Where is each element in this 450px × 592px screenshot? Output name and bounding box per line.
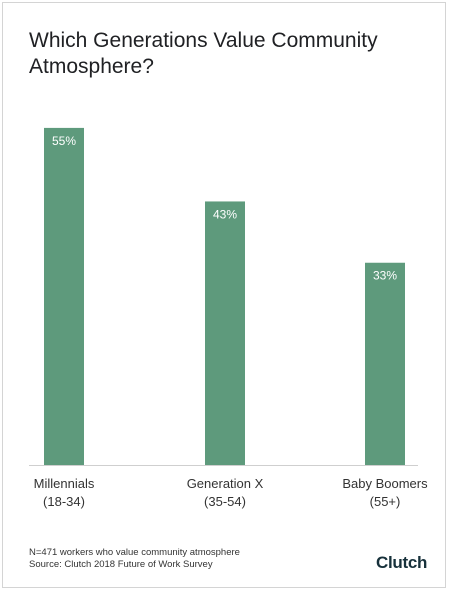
- category-label-1-line-1: Millennials: [34, 476, 95, 491]
- bar-3: [365, 262, 405, 465]
- category-label-2-line-2: (35-54): [204, 494, 246, 509]
- chart-title: Which Generations Value Community Atmosp…: [29, 28, 409, 80]
- data-label-2: 43%: [213, 207, 237, 221]
- chart-title-line-2: Atmosphere?: [29, 55, 154, 78]
- category-label-2-line-1: Generation X: [187, 476, 264, 491]
- source-note: Source: Clutch 2018 Future of Work Surve…: [29, 559, 213, 570]
- bar-1: [44, 127, 84, 465]
- clutch-logo-text: Clutch: [376, 553, 428, 572]
- data-label-3: 33%: [373, 269, 397, 283]
- footnote: N=471 workers who value community atmosp…: [29, 547, 240, 571]
- chart-title-line-1: Which Generations Value Community: [29, 29, 378, 52]
- clutch-logo: Clutch: [376, 553, 427, 573]
- category-label-3-line-2: (55+): [370, 494, 401, 509]
- bar-2: [205, 201, 245, 466]
- sample-size-note: N=471 workers who value community atmosp…: [29, 547, 240, 558]
- category-label-1-line-2: (18-34): [43, 494, 85, 509]
- data-label-1: 55%: [52, 134, 76, 148]
- category-label-3-line-1: Baby Boomers: [342, 476, 428, 491]
